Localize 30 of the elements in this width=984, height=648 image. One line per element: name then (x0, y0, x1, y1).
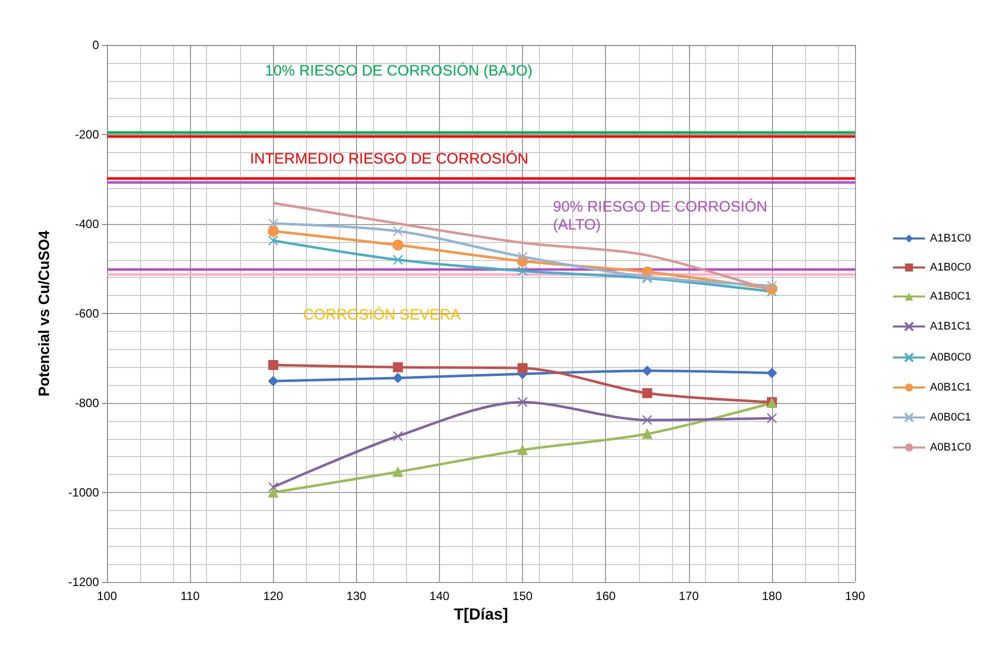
x-tick-label: 120 (263, 589, 284, 603)
y-tick-label: -600 (74, 306, 100, 320)
x-axis-title: T[Días] (454, 606, 508, 624)
legend-label: A1B0C1 (930, 290, 972, 302)
y-tick-label: -1000 (68, 486, 100, 500)
x-tick-label: 100 (96, 589, 118, 603)
y-tick-label: 0 (92, 38, 100, 52)
y-tick-label: -1200 (68, 575, 100, 589)
legend-label: A0B0C0 (930, 352, 972, 364)
y-axis-title: Potencial vs Cu/CuSO4 (36, 230, 53, 396)
legend-label: A0B0C1 (930, 412, 972, 424)
x-tick-label: 170 (678, 589, 700, 603)
x-tick-label: 150 (512, 589, 533, 603)
annotation: INTERMEDIO RIESGO DE CORROSIÓN (250, 150, 528, 168)
legend-label: A1B1C1 (930, 320, 972, 332)
y-tick-label: -800 (74, 396, 100, 410)
x-tick-label: 140 (429, 589, 450, 603)
legend-label: A1B0C0 (930, 262, 972, 274)
y-tick-label: -400 (74, 217, 100, 231)
x-tick-label: 180 (762, 589, 782, 603)
annotation: CORROSIÓN SEVERA (303, 306, 461, 324)
legend-label: A0B1C1 (930, 382, 972, 394)
y-tick-label: -200 (74, 128, 100, 142)
x-tick-label: 160 (596, 589, 616, 603)
x-tick-label: 130 (346, 589, 367, 603)
legend-label: A0B1C0 (930, 442, 972, 454)
annotation: 10% RIESGO DE CORROSIÓN (BAJO) (265, 62, 533, 80)
x-tick-label: 110 (180, 589, 200, 603)
x-tick-label: 190 (844, 589, 866, 603)
legend-label: A1B1C0 (930, 232, 972, 244)
